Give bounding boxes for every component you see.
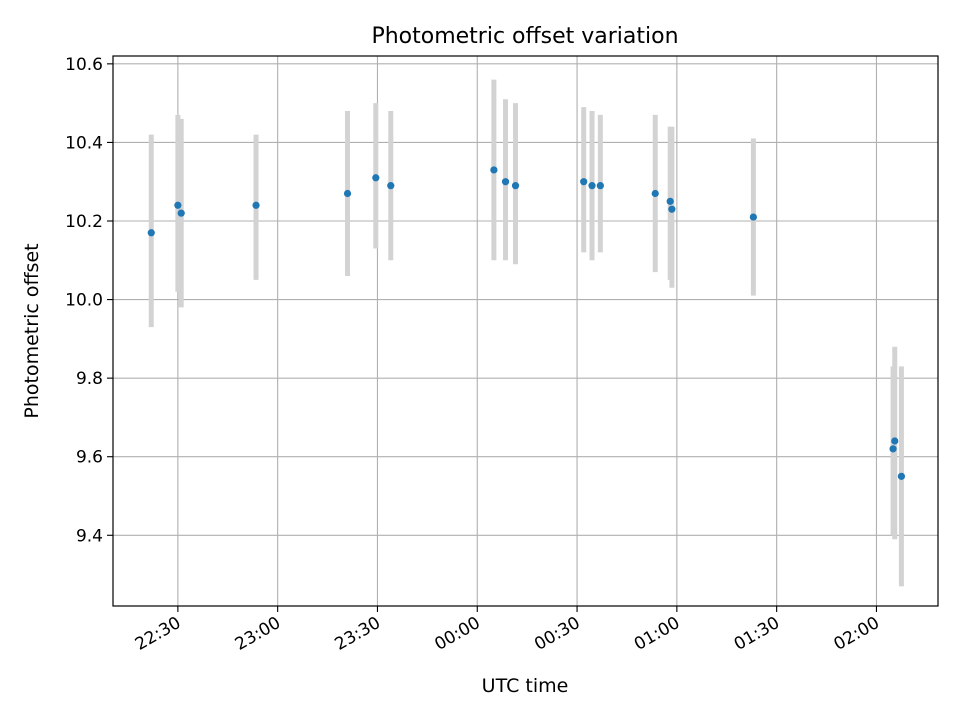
y-tick-label: 10.0: [65, 291, 103, 311]
y-tick-label: 9.6: [76, 448, 103, 468]
grid: [113, 56, 938, 606]
y-tick-label: 9.8: [76, 369, 103, 389]
data-point: [174, 201, 182, 209]
data-point: [596, 182, 604, 190]
y-tick-label: 10.2: [65, 212, 103, 232]
data-point: [588, 182, 596, 190]
data-point: [372, 174, 380, 182]
y-axis-ticks: 9.4 9.6 9.8 10.0 10.2 10.4 10.6: [65, 55, 113, 546]
plot-area-frame: [112, 55, 939, 607]
chart-title: Photometric offset variation: [371, 24, 678, 49]
y-tick-label: 10.6: [65, 55, 103, 75]
data-point: [668, 205, 676, 213]
data-point: [666, 197, 674, 205]
data-point: [889, 445, 897, 453]
data-point: [891, 437, 899, 445]
data-point: [490, 166, 498, 174]
data-point: [501, 178, 510, 186]
data-points: [147, 166, 906, 480]
x-axis-label: UTC time: [482, 675, 569, 697]
data-point: [252, 201, 260, 209]
y-tick-label: 10.4: [65, 133, 103, 153]
data-point: [749, 213, 757, 221]
data-point: [580, 178, 588, 186]
data-point: [897, 472, 906, 480]
y-tick-label: 9.4: [76, 526, 103, 546]
data-point: [651, 189, 659, 198]
data-point: [343, 189, 352, 198]
y-axis-label: Photometric offset: [21, 243, 43, 418]
data-point: [177, 209, 185, 217]
data-point: [511, 182, 520, 190]
data-point: [387, 182, 395, 190]
data-point: [147, 229, 155, 237]
